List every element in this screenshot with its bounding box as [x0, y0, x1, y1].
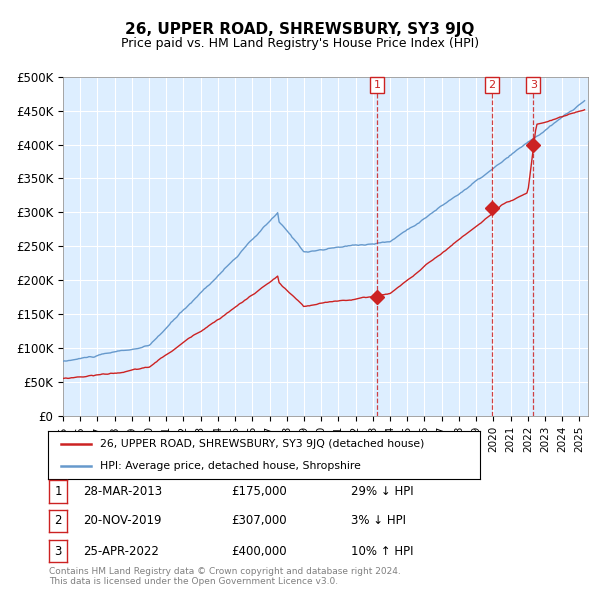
- Text: 26, UPPER ROAD, SHREWSBURY, SY3 9JQ: 26, UPPER ROAD, SHREWSBURY, SY3 9JQ: [125, 22, 475, 37]
- Text: £307,000: £307,000: [231, 514, 287, 527]
- Text: 25-APR-2022: 25-APR-2022: [83, 545, 158, 558]
- Text: 1: 1: [373, 80, 380, 90]
- Text: 20-NOV-2019: 20-NOV-2019: [83, 514, 161, 527]
- Text: 28-MAR-2013: 28-MAR-2013: [83, 485, 162, 498]
- Text: £400,000: £400,000: [231, 545, 287, 558]
- Text: Contains HM Land Registry data © Crown copyright and database right 2024.
This d: Contains HM Land Registry data © Crown c…: [49, 567, 401, 586]
- Text: 3: 3: [55, 545, 62, 558]
- Text: HPI: Average price, detached house, Shropshire: HPI: Average price, detached house, Shro…: [100, 461, 361, 471]
- Text: 3% ↓ HPI: 3% ↓ HPI: [351, 514, 406, 527]
- Text: Price paid vs. HM Land Registry's House Price Index (HPI): Price paid vs. HM Land Registry's House …: [121, 37, 479, 50]
- Text: £175,000: £175,000: [231, 485, 287, 498]
- Text: 10% ↑ HPI: 10% ↑ HPI: [351, 545, 413, 558]
- Text: 26, UPPER ROAD, SHREWSBURY, SY3 9JQ (detached house): 26, UPPER ROAD, SHREWSBURY, SY3 9JQ (det…: [100, 439, 424, 449]
- Text: 29% ↓ HPI: 29% ↓ HPI: [351, 485, 413, 498]
- Text: 3: 3: [530, 80, 537, 90]
- Text: 2: 2: [55, 514, 62, 527]
- Text: 1: 1: [55, 485, 62, 498]
- Text: 2: 2: [488, 80, 495, 90]
